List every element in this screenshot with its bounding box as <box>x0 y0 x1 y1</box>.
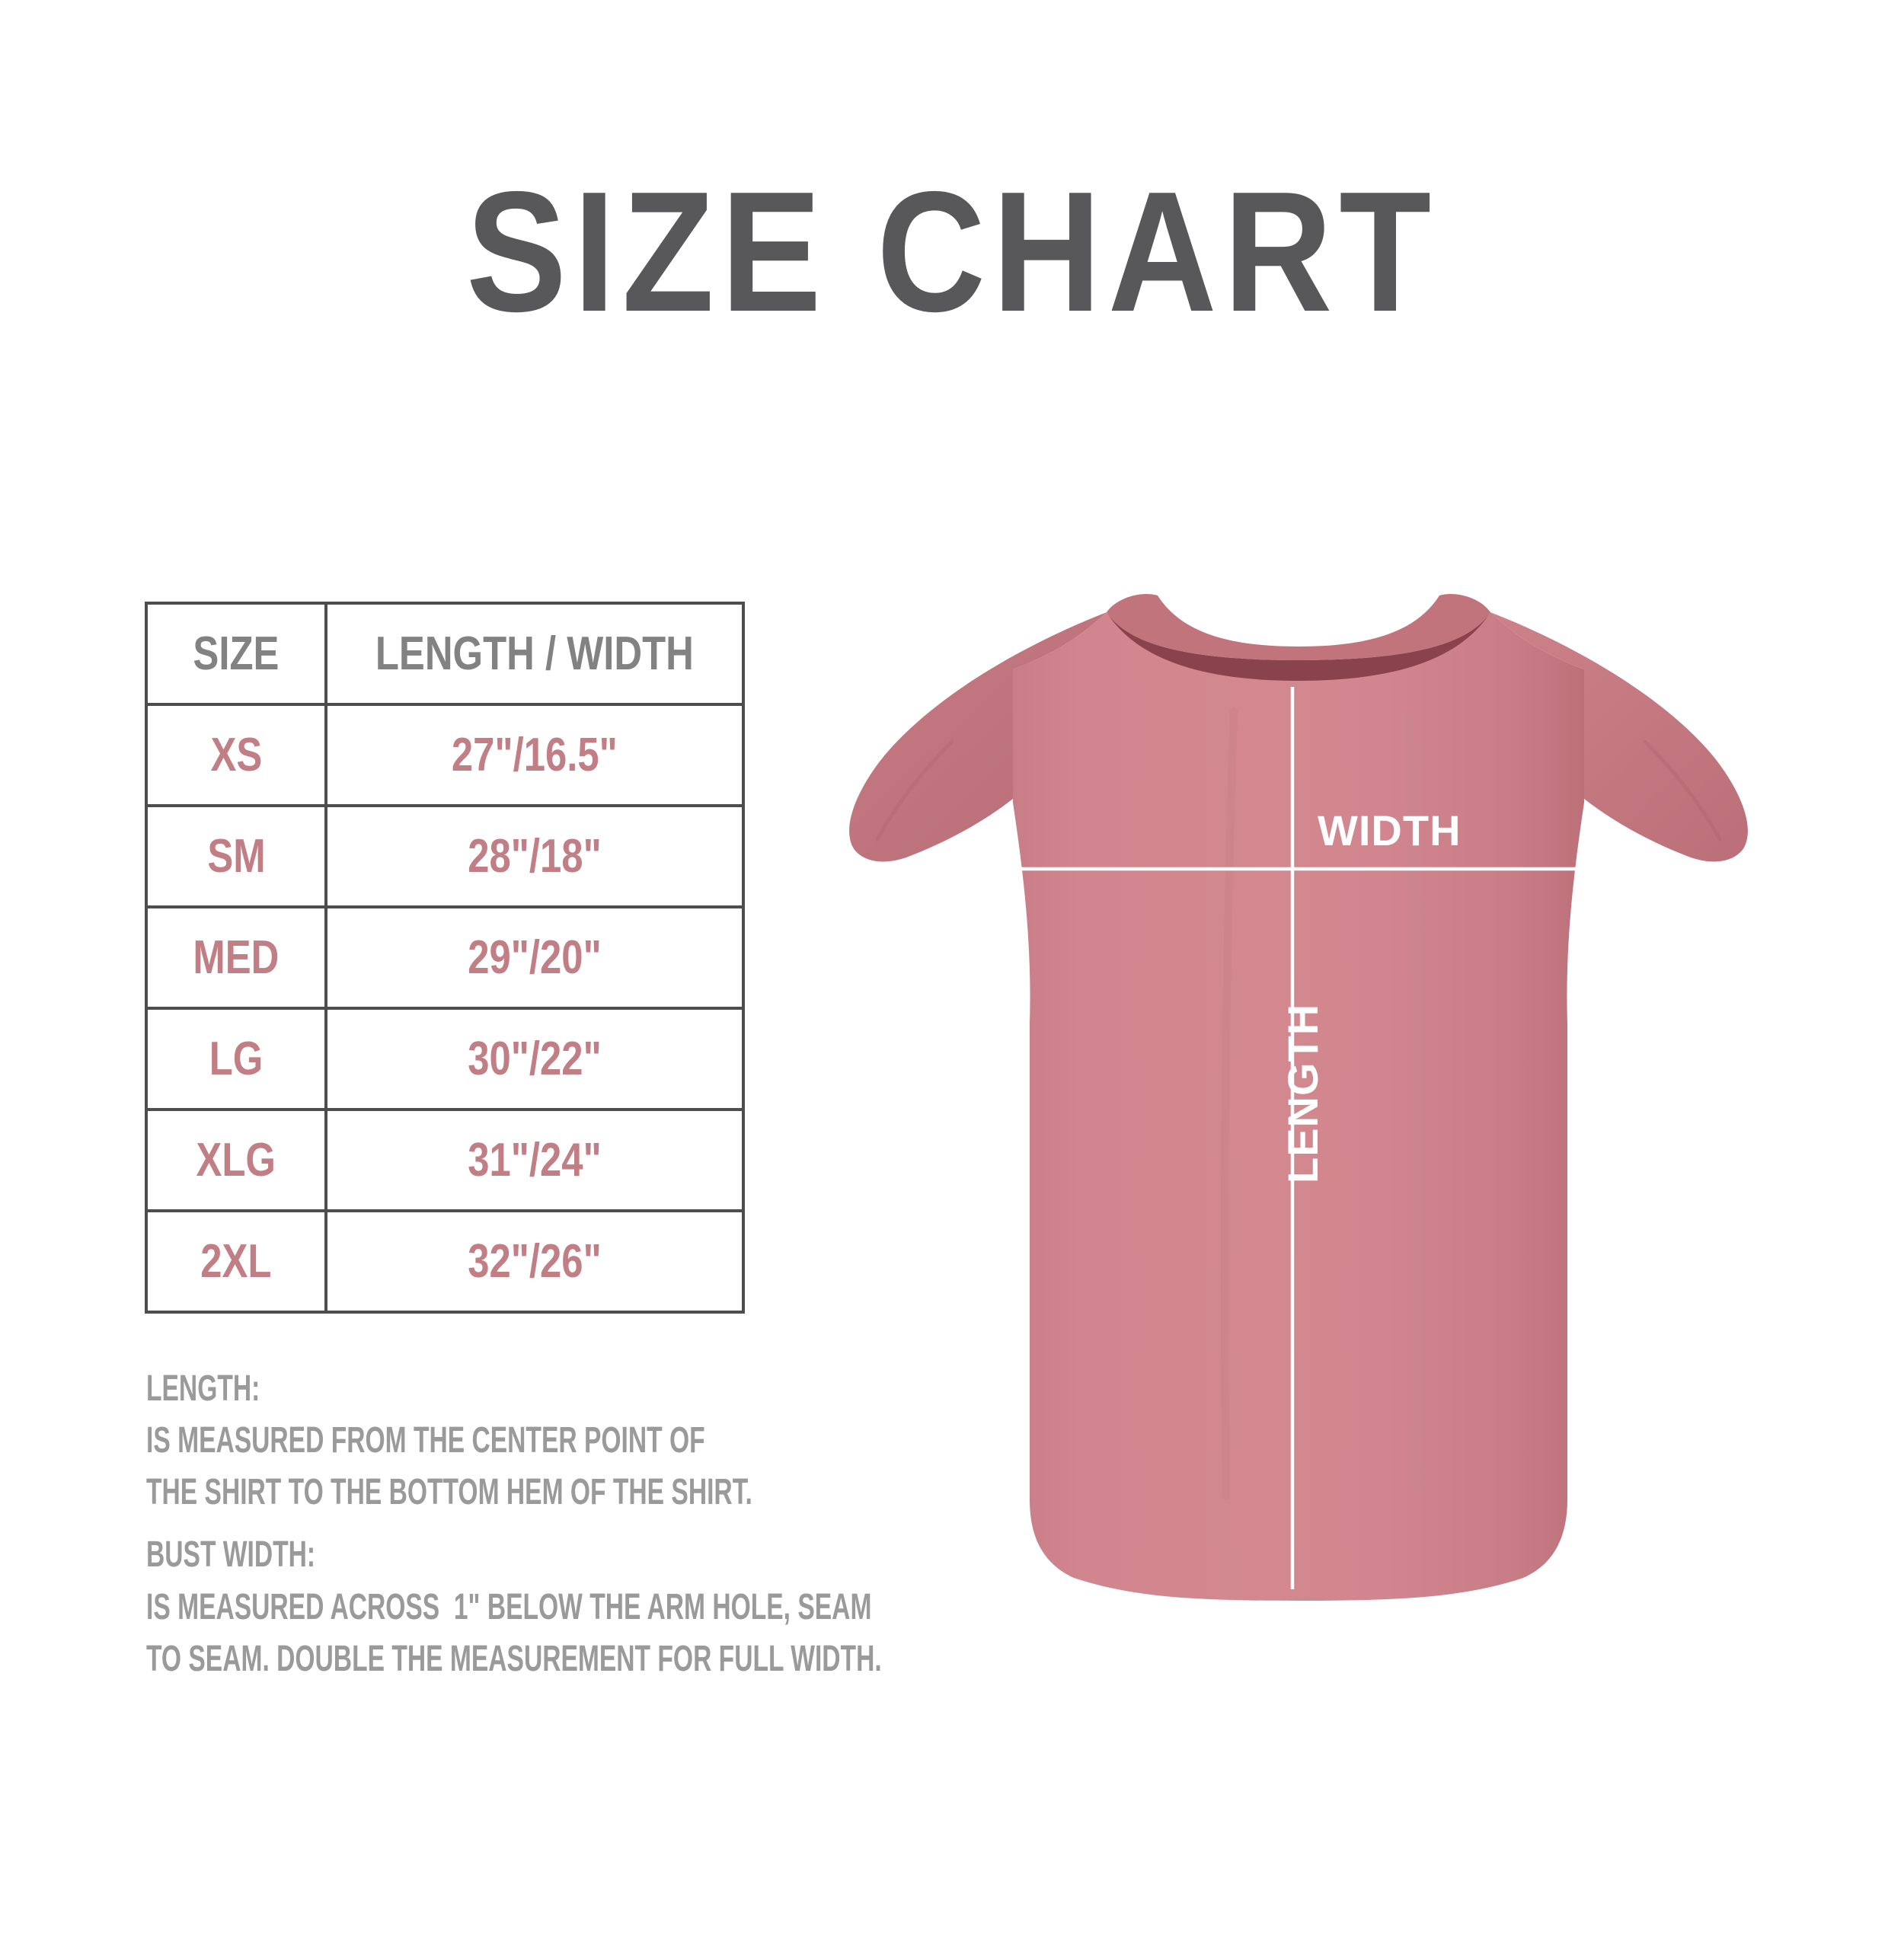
svg-text:LENGTH: LENGTH <box>1279 1004 1327 1183</box>
svg-text:WIDTH: WIDTH <box>1318 806 1462 854</box>
